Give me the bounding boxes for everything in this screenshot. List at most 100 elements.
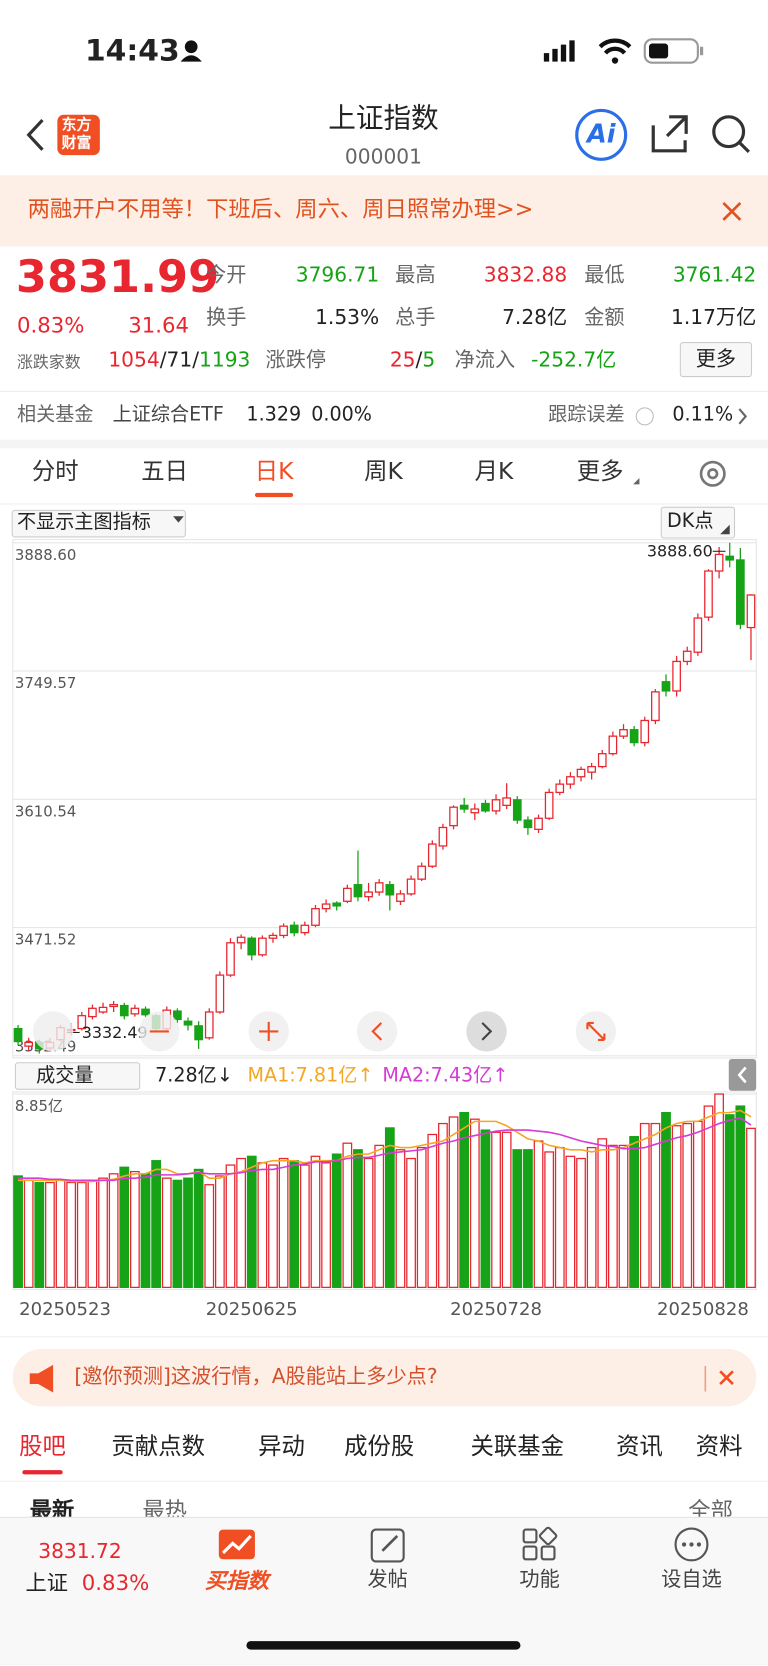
volume-bar — [214, 1175, 225, 1289]
candle-body — [13, 1027, 23, 1043]
volume-bar — [321, 1162, 331, 1289]
y-tick-label: 3471.52 — [15, 931, 76, 949]
bottom-tab[interactable]: 异动 — [258, 1433, 305, 1461]
indicator-text[interactable]: 不显示主图指标 — [16, 510, 151, 534]
y-tick-label: 8.85亿 — [15, 1097, 63, 1115]
dk-text[interactable]: DK点 — [667, 509, 714, 533]
volume-bar — [193, 1168, 204, 1289]
volume-bar — [151, 1160, 162, 1289]
candle-body — [77, 1015, 87, 1030]
bar-pct: 0.83% — [81, 1569, 150, 1596]
volume-bar — [246, 1155, 257, 1289]
volume-bar — [225, 1164, 236, 1289]
volume-bar — [342, 1142, 353, 1289]
candle-body — [576, 768, 586, 778]
volume-bar — [650, 1122, 661, 1289]
volume-bar — [427, 1133, 438, 1289]
tab[interactable]: 分时 — [31, 458, 79, 486]
volume-bar — [299, 1164, 310, 1289]
bottom-tab[interactable]: 成份股 — [344, 1433, 415, 1461]
down-count: 1193 — [199, 348, 251, 372]
candle-body — [268, 934, 278, 939]
volume-bar — [469, 1118, 480, 1289]
candle-body — [258, 937, 267, 956]
volume-bar — [639, 1122, 650, 1289]
banner-close[interactable] — [720, 200, 743, 223]
ma1-label: MA1:7.81亿↑ — [247, 1064, 374, 1087]
candle-body — [215, 974, 225, 1013]
bar-item[interactable]: 发帖 — [367, 1567, 408, 1592]
volume-bar — [554, 1146, 565, 1289]
ad-banner[interactable] — [12, 1348, 757, 1407]
volume-current: 7.28亿↓ — [155, 1064, 233, 1087]
candle-body — [459, 804, 469, 810]
volume-bar — [682, 1122, 693, 1289]
volume-bar — [204, 1184, 215, 1289]
candle-body — [24, 1041, 34, 1047]
field-label: 最高 — [395, 263, 436, 287]
bottom-tab[interactable]: 贡献点数 — [111, 1433, 206, 1461]
indicator-select[interactable] — [11, 509, 186, 538]
banner[interactable] — [0, 175, 768, 247]
bottom-tab[interactable]: 关联基金 — [470, 1433, 565, 1461]
ad-text[interactable]: [邀你预测]这波行情，A股能站上多少点? — [74, 1364, 438, 1389]
more-button[interactable] — [679, 342, 753, 378]
candle-body — [332, 902, 342, 907]
bottom-tab[interactable]: 资讯 — [616, 1433, 663, 1461]
tab[interactable]: 五日 — [141, 458, 189, 486]
candle-body — [406, 878, 416, 895]
bottom-tab-active[interactable]: 股吧 — [19, 1433, 66, 1461]
banner-text[interactable]: 两融开户不用等！下班后、周六、周日照常办理>> — [27, 196, 534, 222]
more-text[interactable]: 更多 — [695, 347, 737, 371]
ai-button[interactable]: Ai — [586, 118, 616, 149]
collapse-button[interactable] — [728, 1059, 757, 1091]
tab[interactable]: 更多 — [576, 458, 624, 486]
candle-body — [396, 893, 405, 902]
candle-body — [523, 819, 533, 829]
volume-bar — [661, 1111, 671, 1289]
candle-body — [98, 1006, 108, 1013]
breadth-label: 涨跌家数 — [16, 352, 81, 372]
volume-bar — [565, 1155, 576, 1289]
volume-bar — [119, 1166, 130, 1289]
field-label: 换手 — [206, 305, 247, 330]
candle-body — [119, 1004, 129, 1017]
sub-tab[interactable]: 最新 — [29, 1497, 75, 1524]
candle-body — [194, 1025, 203, 1041]
home-indicator — [246, 1641, 521, 1650]
tab[interactable]: 月K — [474, 458, 514, 486]
bottom-tab[interactable]: 资料 — [695, 1433, 743, 1461]
volume-bar — [66, 1181, 77, 1289]
volume-bar — [523, 1149, 533, 1289]
tab-underline — [254, 492, 294, 498]
sub-tab[interactable]: 全部 — [688, 1497, 733, 1524]
volume-bar — [618, 1144, 629, 1289]
field-value: 1.17万亿 — [670, 305, 757, 330]
candle-body — [449, 806, 458, 827]
fund-name[interactable]: 上证综合ETF — [112, 403, 224, 426]
bottom-bar — [0, 1516, 768, 1666]
volume-bar — [724, 1114, 735, 1289]
candle-body — [704, 570, 713, 618]
tab-underline — [22, 1470, 63, 1475]
bar-item[interactable]: 功能 — [519, 1567, 560, 1592]
volume-select[interactable] — [14, 1062, 141, 1090]
code: 000001 — [344, 145, 422, 169]
fund-icons — [635, 407, 748, 426]
volume-bar — [459, 1111, 470, 1289]
volume-label[interactable]: 成交量 — [36, 1064, 94, 1087]
volume-bar — [416, 1146, 427, 1289]
candle-body — [226, 942, 235, 976]
bar-item[interactable]: 设自选 — [661, 1567, 722, 1592]
candle-body — [672, 660, 681, 692]
price-frame — [12, 539, 757, 1059]
bar-item[interactable]: 买指数 — [205, 1567, 269, 1594]
min-label: 3332.49 — [82, 1023, 148, 1042]
candle-body — [321, 903, 331, 910]
candle-body — [629, 729, 639, 744]
candle-body — [141, 1008, 150, 1016]
sub-tab[interactable]: 最热 — [142, 1497, 187, 1524]
tab[interactable]: 周K — [364, 458, 403, 486]
chart-controls[interactable] — [0, 1004, 768, 1057]
tab-active[interactable]: 日K — [254, 458, 294, 486]
